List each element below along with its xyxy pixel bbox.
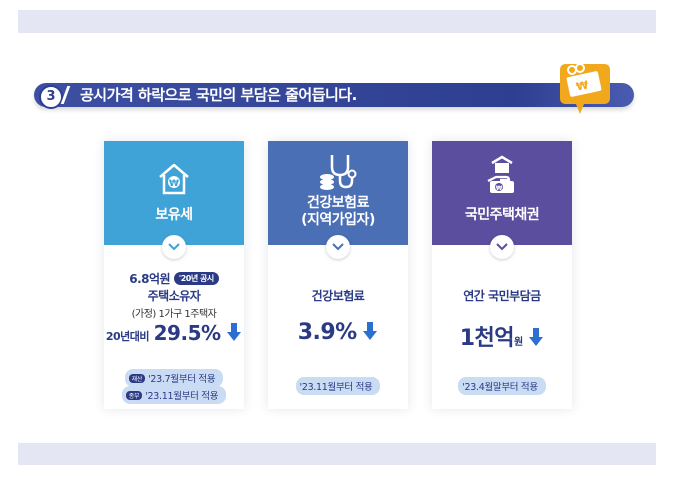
- owner-label: 주택소유자: [147, 289, 201, 303]
- note-tag: 종부: [125, 391, 143, 400]
- price-line: 6.8억원 '20년 공시: [104, 270, 244, 287]
- compare-label: 20년대비: [105, 330, 150, 343]
- down-arrow-icon: [363, 322, 378, 340]
- metric-value: 1천억: [459, 326, 515, 351]
- house-won-icon: ₩: [159, 163, 189, 195]
- hand-house-won-icon: ₩: [487, 155, 514, 193]
- section-title: 공시가격 하락으로 국민의 부담은 줄어듭니다.: [80, 86, 357, 104]
- note-text: '23.11월부터 적용: [295, 377, 381, 395]
- metric-unit: 원: [514, 337, 523, 348]
- card-title: 보유세: [155, 207, 193, 223]
- price-tag: '20년 공시: [173, 272, 219, 285]
- assumption-label: (가정) 1가구 1주택자: [131, 309, 217, 320]
- card-header: 건강보험료 (지역가입자): [268, 141, 408, 245]
- down-arrow-icon: [529, 328, 544, 346]
- top-band: [18, 10, 656, 33]
- card-header: ₩ 보유세: [104, 141, 244, 245]
- note-text: '23.4월말부터 적용: [458, 377, 546, 395]
- note-text: '23.7월부터 적용: [148, 374, 216, 385]
- card-title-line2: (지역가입자): [301, 212, 375, 228]
- price-value: 6.8억원: [129, 272, 171, 286]
- metric-value: 3.9%: [297, 320, 358, 345]
- card-housing-bond: ₩ 국민주택채권 연간 국민부담금 1천억원 '23.4월말부터 적용: [432, 141, 572, 409]
- svg-text:₩: ₩: [575, 78, 590, 93]
- value-line: 1천억원: [432, 320, 572, 352]
- card-property-tax: ₩ 보유세 6.8억원 '20년 공시 주택소유자 (가정) 1가구 1주택자 …: [104, 141, 244, 409]
- svg-text:₩: ₩: [496, 185, 503, 192]
- metric-label: 건강보험료: [311, 289, 365, 303]
- svg-text:₩: ₩: [169, 179, 179, 189]
- stethoscope-coins-icon: [320, 155, 357, 190]
- card-header: ₩ 국민주택채권: [432, 141, 572, 245]
- note-tag: 재산: [128, 374, 146, 383]
- value-line: 3.9%: [268, 320, 408, 345]
- note: '23.4월말부터 적용: [432, 375, 572, 395]
- card-title: 국민주택채권: [464, 207, 540, 223]
- card-health-insurance: 건강보험료 (지역가입자) 건강보험료 3.9% '23.11월부터 적용: [268, 141, 408, 409]
- metric-label: 연간 국민부담금: [463, 289, 541, 303]
- card-title-line1: 건강보험료: [307, 195, 369, 211]
- note-text: '23.11월부터 적용: [145, 391, 219, 402]
- discount-badge-icon: ₩: [554, 60, 612, 116]
- compare-line: 20년대비 29.5%: [104, 321, 244, 345]
- section-title-bar: [34, 83, 634, 107]
- chevron-down-icon: [326, 235, 350, 259]
- note: '23.11월부터 적용: [268, 375, 408, 395]
- down-arrow-icon: [227, 323, 242, 341]
- note-1: 재산 '23.7월부터 적용: [104, 367, 244, 387]
- bottom-band: [18, 443, 656, 465]
- chevron-down-icon: [162, 235, 186, 259]
- compare-value: 29.5%: [153, 321, 221, 345]
- chevron-down-icon: [490, 235, 514, 259]
- note-2: 종부 '23.11월부터 적용: [104, 384, 244, 404]
- section-number: 3: [39, 85, 63, 109]
